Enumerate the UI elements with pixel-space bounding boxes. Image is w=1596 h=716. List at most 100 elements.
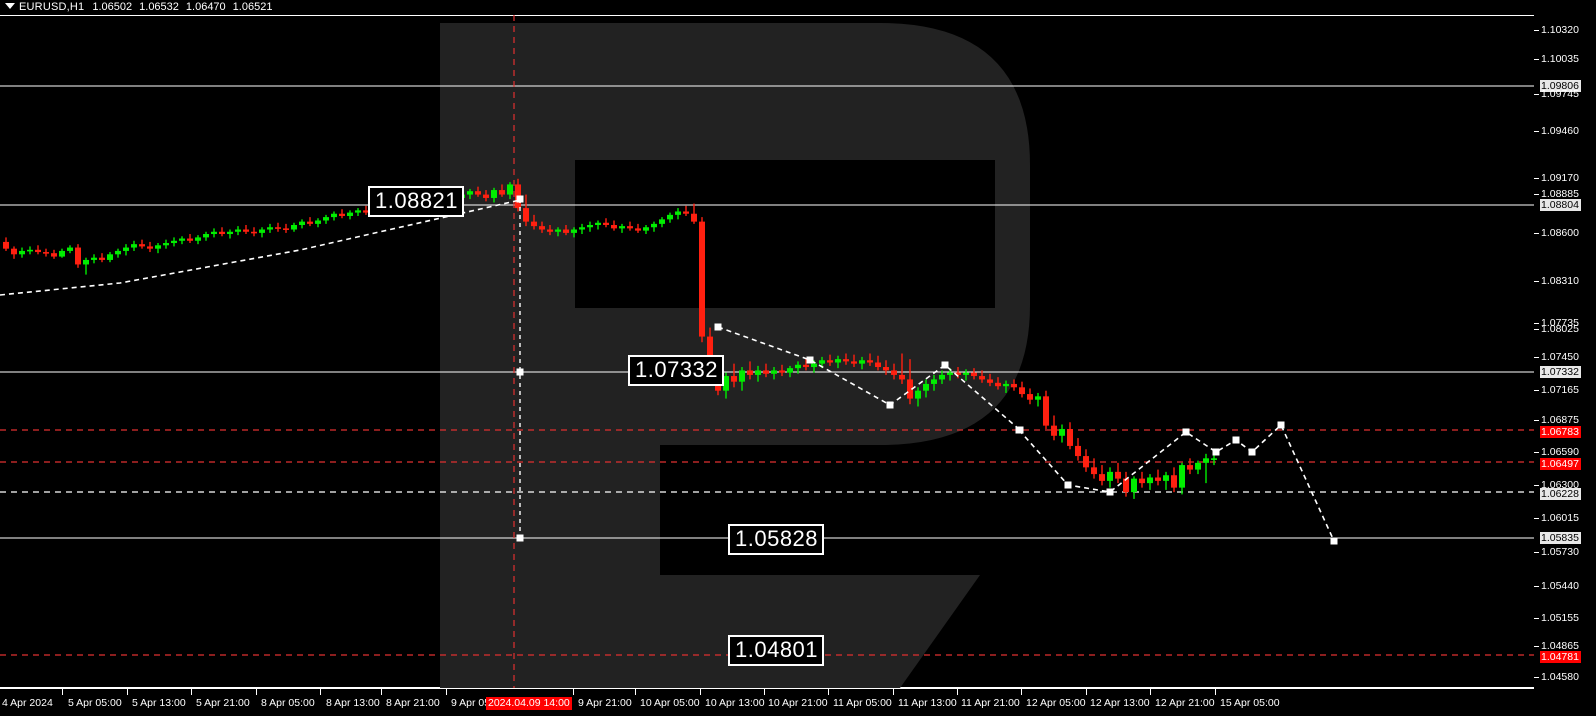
candle-body — [99, 257, 105, 260]
time-tick — [957, 688, 958, 695]
price-label: 1.05155 — [1541, 612, 1579, 624]
candle-body — [163, 243, 169, 246]
price-tick — [1534, 323, 1539, 324]
time-label: 4 Apr 2024 — [2, 697, 53, 709]
candle-body — [211, 231, 217, 235]
callout-target[interactable]: 1.04801 — [728, 635, 825, 666]
time-label: 11 Apr 21:00 — [961, 697, 1020, 709]
candle-body — [299, 221, 305, 226]
time-label: 10 Apr 21:00 — [768, 697, 828, 709]
time-tick — [62, 688, 63, 695]
time-label: 8 Apr 13:00 — [326, 697, 380, 709]
price-label: 1.04580 — [1541, 671, 1579, 683]
candle-body — [1171, 475, 1177, 488]
time-tick — [127, 688, 128, 695]
candle-body — [1123, 478, 1129, 493]
time-label: 8 Apr 05:00 — [261, 697, 315, 709]
forecast-overlays — [0, 195, 1338, 545]
price-tick — [1534, 329, 1539, 330]
candle-body — [267, 227, 273, 230]
candle-body — [1099, 474, 1105, 481]
time-tick — [1086, 688, 1087, 695]
candle-body — [59, 250, 65, 257]
candle-body — [1187, 465, 1193, 470]
candle-body — [1059, 429, 1065, 436]
chart-plot-area[interactable] — [0, 15, 1534, 688]
chart-header: EURUSD,H1 1.06502 1.06532 1.06470 1.06521 — [0, 0, 1596, 15]
candle-body — [195, 237, 201, 241]
price-tick — [1534, 94, 1539, 95]
time-label: 10 Apr 05:00 — [640, 697, 700, 709]
price-label: 1.10320 — [1541, 24, 1579, 36]
forecast-node-marker — [886, 401, 894, 409]
price-tick — [1534, 618, 1539, 619]
candle-body — [1043, 396, 1049, 426]
forecast-node-marker — [1064, 481, 1072, 489]
candle-body — [363, 210, 369, 213]
candle-body — [259, 229, 265, 233]
candle-body — [1211, 458, 1217, 460]
price-tick — [1534, 131, 1539, 132]
price-label-alert: 1.06497 — [1540, 458, 1581, 470]
candle-body — [107, 254, 113, 260]
time-tick — [1215, 688, 1216, 695]
callout-mid[interactable]: 1.07332 — [628, 355, 725, 386]
time-tick — [446, 688, 447, 695]
candle-body — [275, 227, 281, 229]
time-tick — [700, 688, 701, 695]
time-tick — [635, 688, 636, 695]
candle-body — [51, 253, 57, 257]
price-label-alert: 1.06783 — [1540, 426, 1581, 438]
price-label-highlight: 1.05835 — [1540, 532, 1581, 544]
price-label: 1.09745 — [1541, 88, 1579, 100]
ohlc-high: 1.06532 — [139, 1, 179, 13]
candle-body — [1067, 429, 1073, 446]
candle-body — [347, 212, 353, 216]
candle-body — [11, 248, 17, 255]
plot-top-border — [0, 15, 1534, 16]
candle-body — [43, 252, 49, 254]
candle-body — [115, 250, 121, 255]
forecast-node-marker — [1182, 428, 1190, 436]
forecast-node-marker — [1106, 488, 1114, 496]
candle-body — [67, 247, 73, 251]
time-label-selected: 2024.04.09 14:00 — [486, 697, 572, 710]
price-label: 1.08310 — [1541, 275, 1579, 287]
price-tick — [1534, 59, 1539, 60]
price-label-highlight: 1.06228 — [1540, 488, 1581, 500]
time-axis[interactable]: 4 Apr 2024 5 Apr 05:00 5 Apr 13:00 5 Apr 21… — [0, 688, 1596, 716]
price-label: 1.08600 — [1541, 227, 1579, 239]
price-axis[interactable]: 1.10320 1.10035 1.09806 1.09745 1.09460 1.091… — [1534, 15, 1596, 688]
price-tick — [1534, 452, 1539, 453]
candle-body — [75, 247, 81, 265]
time-tick — [1150, 688, 1151, 695]
ohlc-readout: 1.06502 1.06532 1.06470 1.06521 — [92, 1, 279, 13]
candle-body — [315, 220, 321, 224]
forecast-node-marker — [1330, 537, 1338, 545]
callout-high[interactable]: 1.08821 — [368, 186, 465, 217]
time-label: 5 Apr 05:00 — [68, 697, 122, 709]
price-tick — [1534, 281, 1539, 282]
time-label: 12 Apr 21:00 — [1155, 697, 1215, 709]
candle-body — [1083, 456, 1089, 468]
forecast-node-marker — [806, 356, 814, 364]
price-label: 1.05730 — [1541, 546, 1579, 558]
candle-body — [155, 245, 161, 249]
candle-body — [243, 229, 249, 232]
chevron-down-icon[interactable] — [5, 3, 15, 10]
time-label: 8 Apr 21:00 — [386, 697, 440, 709]
price-label: 1.05440 — [1541, 580, 1579, 592]
trendline-descending — [717, 326, 1021, 431]
candle-body — [1115, 471, 1121, 479]
price-label: 1.06875 — [1541, 414, 1579, 426]
forecast-node-marker — [1248, 448, 1256, 456]
price-tick — [1534, 646, 1539, 647]
price-tick — [1534, 357, 1539, 358]
time-tick — [381, 688, 382, 695]
price-tick — [1534, 194, 1539, 195]
candle-body — [1155, 477, 1161, 481]
price-tick — [1534, 233, 1539, 234]
forecast-zigzag — [1018, 423, 1335, 542]
callout-support[interactable]: 1.05828 — [728, 524, 825, 555]
